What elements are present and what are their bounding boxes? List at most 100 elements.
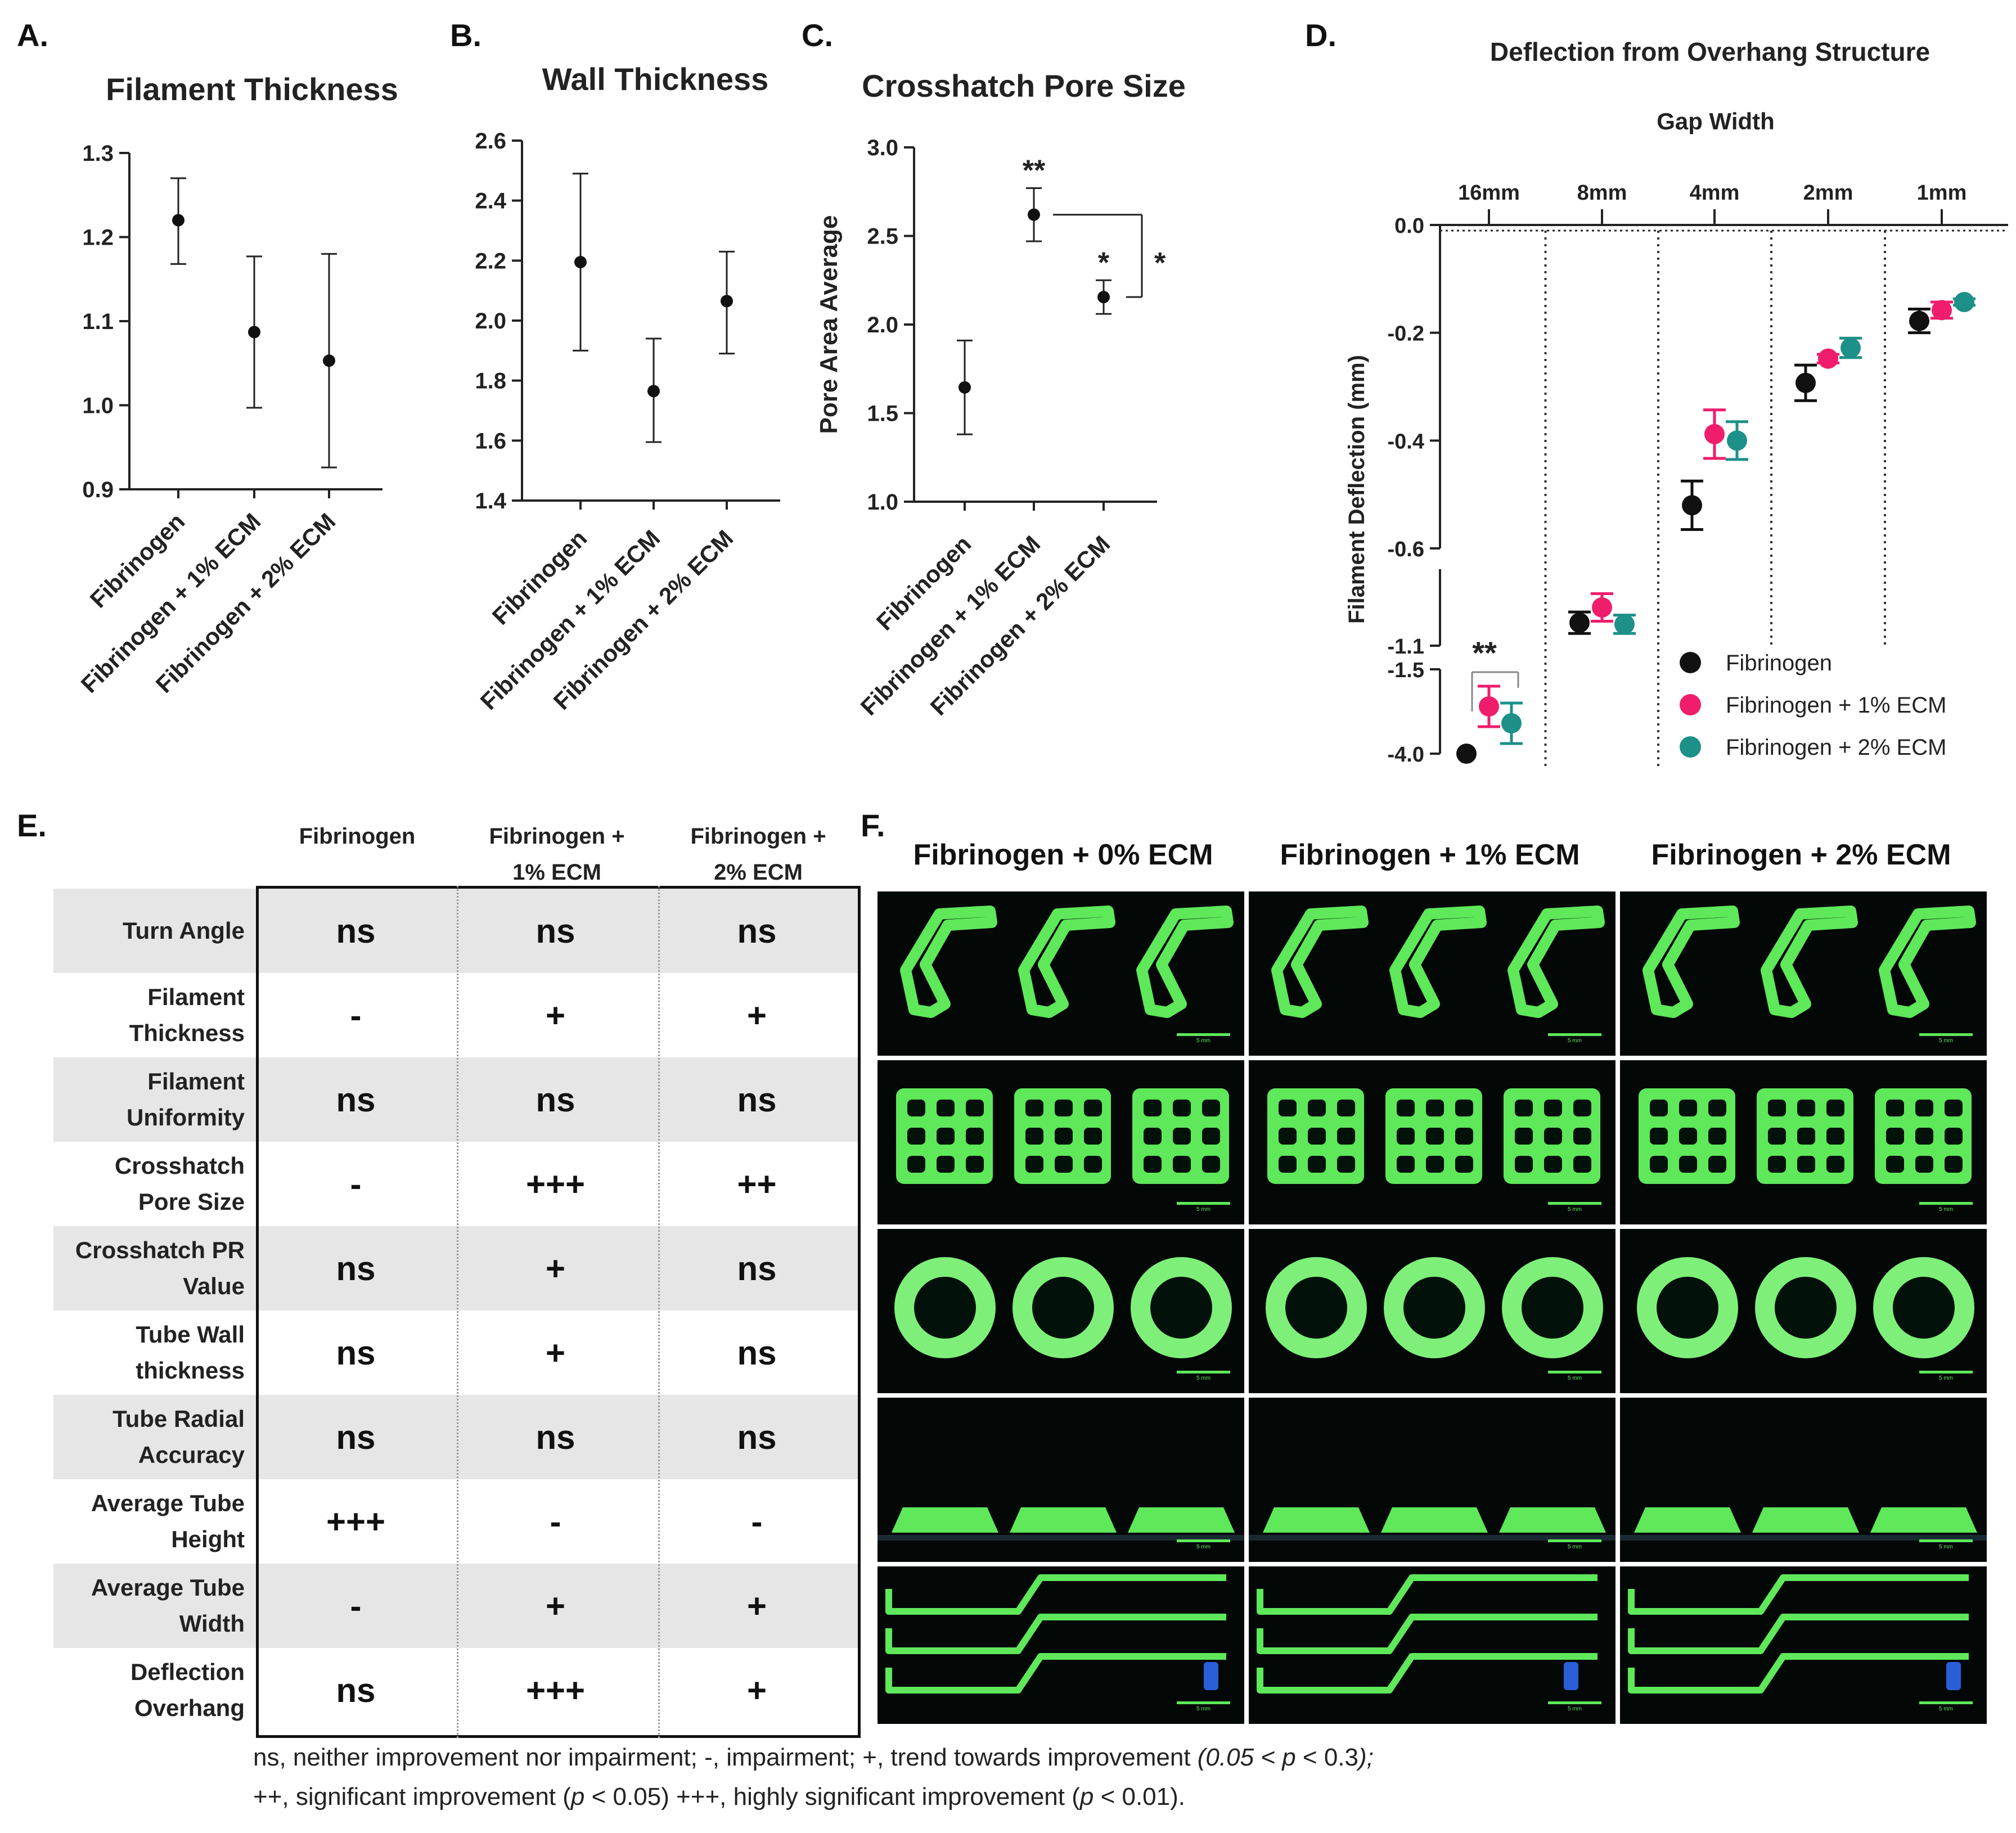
print-illustration — [885, 1574, 1226, 1694]
table-col-2pct-ecm: Fibrinogen + 2% ECM — [690, 824, 826, 885]
crosshatch-pore — [907, 1100, 925, 1116]
crosshatch-pore — [1515, 1128, 1533, 1145]
panel-letter-e: E. — [17, 808, 47, 843]
crosshatch-pore — [1826, 1128, 1844, 1145]
crosshatch-pore — [1573, 1156, 1591, 1173]
panel-letter-a: A. — [17, 17, 48, 53]
y-tick-label: 1.0 — [82, 394, 114, 418]
tube-side-profile — [1381, 1507, 1488, 1533]
print-photo-tube-top: 5 mm — [1620, 1229, 1987, 1393]
chart-title: Filament Thickness — [106, 71, 398, 107]
crosshatch-pore — [1084, 1156, 1102, 1173]
scale-bar-label: 5 mm — [1196, 1206, 1210, 1213]
scale-bar — [1177, 1371, 1230, 1373]
crosshatch-pore — [1397, 1156, 1415, 1173]
print-photo-crosshatch: 5 mm — [878, 1060, 1244, 1224]
crosshatch-pore — [1173, 1100, 1191, 1116]
tube-lumen — [914, 1277, 976, 1339]
table-cell: + — [545, 1587, 566, 1625]
crosshatch-pore — [1886, 1100, 1904, 1116]
footnote-p: p — [1079, 1783, 1094, 1811]
print-photo-turn-angle: 5 mm — [1249, 891, 1616, 1056]
overhang-filament — [1257, 1614, 1598, 1654]
scale-bar — [1548, 1701, 1601, 1704]
chart-wall-thickness: Wall Thickness1.41.61.82.02.22.42.6Fibri… — [475, 61, 780, 715]
scale-bar — [1919, 1033, 1973, 1036]
support-block — [1564, 1662, 1578, 1690]
print-photo-turn-angle: 5 mm — [878, 891, 1244, 1056]
crosshatch-pore — [1945, 1156, 1963, 1173]
print-illustration — [1628, 1574, 1969, 1694]
crosshatch-pore — [1708, 1156, 1726, 1173]
table-cell: + — [545, 1249, 566, 1287]
crosshatch-pore — [1679, 1100, 1697, 1116]
crosshatch-pore — [1337, 1128, 1355, 1145]
stage-edge — [1249, 1535, 1616, 1541]
print-photo-overhang: 5 mm — [1249, 1566, 1616, 1724]
row-label: Filament Thickness — [129, 984, 245, 1046]
overhang-filament — [1628, 1653, 1969, 1694]
print-illustration — [900, 906, 1234, 1018]
print-illustration — [894, 1257, 1232, 1358]
scale-bar-label: 5 mm — [1568, 1206, 1582, 1213]
footnote-text: ns, neither improvement nor impairment; … — [253, 1744, 1198, 1771]
crosshatch-pore — [1826, 1156, 1844, 1173]
crosshatch-pore — [1202, 1128, 1220, 1145]
y-tick-label: -0.6 — [1388, 538, 1424, 561]
table-cell: - — [550, 1502, 561, 1541]
crosshatch-pore — [966, 1100, 984, 1116]
data-point — [1818, 348, 1838, 369]
image-col-0pct-ecm: Fibrinogen + 0% ECM — [913, 839, 1213, 871]
legend-label: Fibrinogen — [1726, 651, 1832, 675]
print-illustration — [1620, 1507, 1987, 1541]
data-point — [1614, 614, 1635, 634]
crosshatch-pore — [937, 1156, 955, 1173]
crosshatch-pore — [1945, 1100, 1963, 1116]
table-divider — [457, 886, 458, 1738]
panel-letter-c: C. — [802, 17, 833, 53]
crosshatch-pore — [1279, 1100, 1297, 1116]
y-tick-label: -1.5 — [1388, 659, 1424, 682]
data-point — [172, 214, 184, 227]
table-cell: ns — [536, 912, 575, 950]
y-axis-label: Pore Area Average — [815, 215, 843, 434]
tube-lumen — [1150, 1277, 1212, 1339]
data-point — [647, 385, 660, 398]
row-label: Filament Uniformity — [127, 1068, 245, 1131]
panel-letter-f: F. — [861, 808, 885, 843]
crosshatch-pore — [1768, 1100, 1786, 1116]
crosshatch-pore — [1915, 1128, 1933, 1145]
crosshatch-pore — [1308, 1128, 1326, 1145]
crosshatch-pore — [1826, 1100, 1844, 1116]
y-tick-label: -0.6 — [1388, 538, 1424, 561]
crosshatch-pore — [1768, 1156, 1786, 1173]
crosshatch-pore — [1544, 1128, 1562, 1145]
table-divider — [658, 886, 660, 1738]
scale-bar — [1177, 1033, 1230, 1036]
chart-title: Wall Thickness — [542, 61, 769, 97]
tube-side-profile — [1752, 1507, 1859, 1533]
significance-label: * — [1154, 247, 1166, 280]
scale-bar-label: 5 mm — [1939, 1706, 1953, 1712]
chart-deflection-overhang: Deflection from Overhang Structure Gap Wi… — [1344, 37, 2008, 771]
table-cell: + — [746, 1587, 767, 1625]
crosshatch-pore — [1426, 1100, 1444, 1116]
crosshatch-print — [1875, 1088, 1972, 1184]
crosshatch-pore — [1573, 1100, 1591, 1116]
footnote-line-1: ns, neither improvement nor impairment; … — [253, 1744, 1374, 1772]
overhang-filament — [1257, 1653, 1598, 1694]
y-tick-label: 1.2 — [82, 226, 114, 250]
x-tick-label: 1mm — [1917, 181, 1967, 205]
tube-lumen — [1657, 1277, 1718, 1339]
scale-bar — [1548, 1202, 1601, 1205]
data-point — [1682, 495, 1702, 516]
print-illustration — [1271, 906, 1605, 1018]
crosshatch-print — [1757, 1088, 1853, 1184]
table-row: Tube Radial Accuracy ns ns ns — [53, 1395, 858, 1479]
scale-bar — [1919, 1371, 1973, 1373]
table-cell: - — [350, 1587, 362, 1625]
y-tick-label: 1.5 — [867, 402, 898, 426]
table-cell: ns — [737, 912, 777, 950]
crosshatch-pore — [1397, 1100, 1415, 1116]
table-cell: ns — [336, 1080, 376, 1119]
